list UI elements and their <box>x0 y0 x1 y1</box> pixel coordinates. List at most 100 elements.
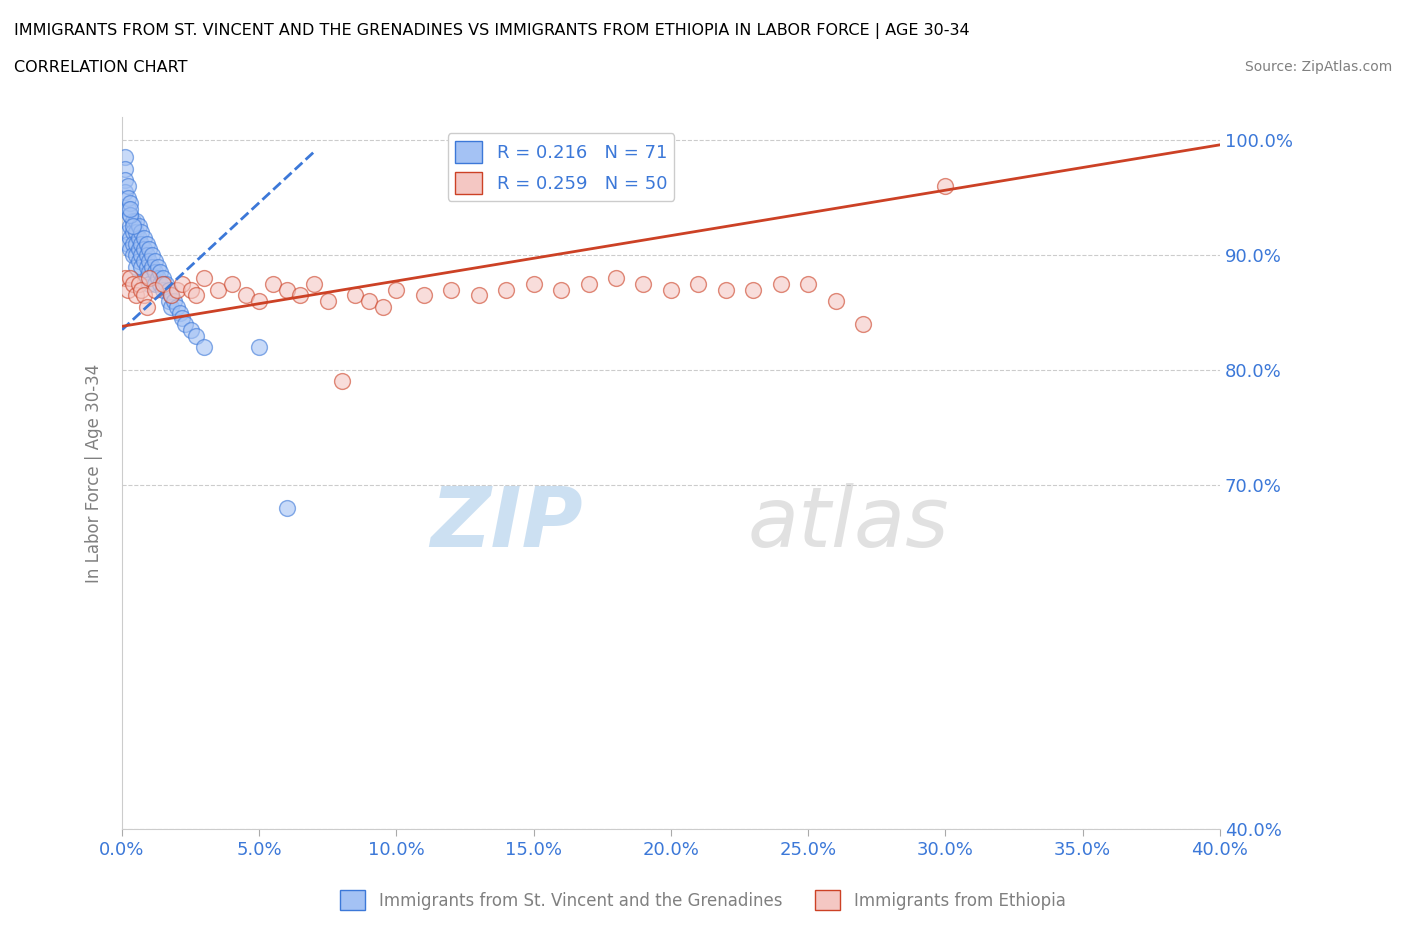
Point <box>934 179 956 193</box>
Point <box>125 236 148 251</box>
Point <box>120 219 142 233</box>
Point <box>180 323 202 338</box>
Point <box>129 236 152 251</box>
Point <box>128 276 150 291</box>
Point <box>207 282 229 297</box>
Point <box>605 271 627 286</box>
Point <box>132 242 155 257</box>
Point <box>149 276 172 291</box>
Point <box>174 316 197 331</box>
Point <box>160 288 183 303</box>
Text: CORRELATION CHART: CORRELATION CHART <box>14 60 187 75</box>
Point <box>129 225 152 240</box>
Legend: R = 0.216   N = 71, R = 0.259   N = 50: R = 0.216 N = 71, R = 0.259 N = 50 <box>449 133 675 201</box>
Point <box>262 276 284 291</box>
Point <box>186 288 208 303</box>
Point <box>132 254 155 269</box>
Point <box>149 265 172 280</box>
Point <box>523 276 546 291</box>
Point <box>114 271 136 286</box>
Point <box>302 276 325 291</box>
Point <box>138 254 160 269</box>
Point <box>125 247 148 262</box>
Point <box>152 282 174 297</box>
Point <box>193 271 215 286</box>
Text: IMMIGRANTS FROM ST. VINCENT AND THE GRENADINES VS IMMIGRANTS FROM ETHIOPIA IN LA: IMMIGRANTS FROM ST. VINCENT AND THE GREN… <box>14 23 970 39</box>
Text: Source: ZipAtlas.com: Source: ZipAtlas.com <box>1244 60 1392 74</box>
Point <box>132 231 155 246</box>
Point <box>152 276 174 291</box>
Point <box>157 294 180 309</box>
Point <box>385 282 408 297</box>
Point <box>146 271 169 286</box>
Legend: Immigrants from St. Vincent and the Grenadines, Immigrants from Ethiopia: Immigrants from St. Vincent and the Gren… <box>333 884 1073 917</box>
Point <box>114 162 136 177</box>
Point <box>852 316 875 331</box>
Point <box>344 288 367 303</box>
Point <box>160 288 183 303</box>
Point <box>135 236 157 251</box>
Point <box>235 288 257 303</box>
Point <box>128 219 150 233</box>
Point <box>769 276 792 291</box>
Point <box>247 339 270 354</box>
Point <box>290 288 312 303</box>
Point <box>120 202 142 217</box>
Point <box>193 339 215 354</box>
Point <box>114 184 136 199</box>
Point <box>141 247 163 262</box>
Point <box>688 276 710 291</box>
Point <box>120 207 142 222</box>
Point <box>128 242 150 257</box>
Point <box>128 254 150 269</box>
Point <box>122 276 145 291</box>
Point <box>412 288 434 303</box>
Point <box>120 242 142 257</box>
Point <box>135 271 157 286</box>
Point <box>120 231 142 246</box>
Point <box>440 282 463 297</box>
Point <box>824 294 846 309</box>
Point <box>247 294 270 309</box>
Point <box>578 276 600 291</box>
Point <box>186 328 208 343</box>
Point <box>172 276 194 291</box>
Point <box>125 225 148 240</box>
Point <box>330 374 353 389</box>
Y-axis label: In Labor Force | Age 30-34: In Labor Force | Age 30-34 <box>86 364 103 583</box>
Point <box>120 196 142 211</box>
Point <box>633 276 655 291</box>
Point <box>135 259 157 274</box>
Point <box>714 282 737 297</box>
Point <box>117 191 139 206</box>
Point <box>276 500 298 515</box>
Point <box>357 294 380 309</box>
Point <box>117 282 139 297</box>
Point <box>125 288 148 303</box>
Point <box>122 213 145 228</box>
Point <box>143 254 166 269</box>
Point <box>143 282 166 297</box>
Point <box>157 282 180 297</box>
Point <box>152 271 174 286</box>
Point <box>316 294 339 309</box>
Point <box>169 305 191 320</box>
Point <box>128 231 150 246</box>
Point <box>166 282 188 297</box>
Point <box>155 276 177 291</box>
Point <box>138 265 160 280</box>
Point <box>117 179 139 193</box>
Point <box>129 247 152 262</box>
Point <box>129 282 152 297</box>
Text: atlas: atlas <box>748 483 949 564</box>
Point <box>276 282 298 297</box>
Text: ZIP: ZIP <box>430 483 583 564</box>
Point <box>122 236 145 251</box>
Point <box>172 311 194 325</box>
Point <box>120 271 142 286</box>
Point <box>117 202 139 217</box>
Point <box>180 282 202 297</box>
Point <box>659 282 682 297</box>
Point <box>117 236 139 251</box>
Point <box>166 299 188 314</box>
